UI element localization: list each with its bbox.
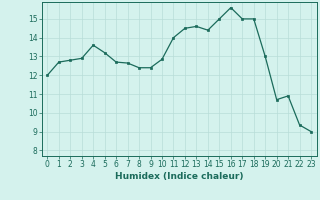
X-axis label: Humidex (Indice chaleur): Humidex (Indice chaleur) xyxy=(115,172,244,181)
